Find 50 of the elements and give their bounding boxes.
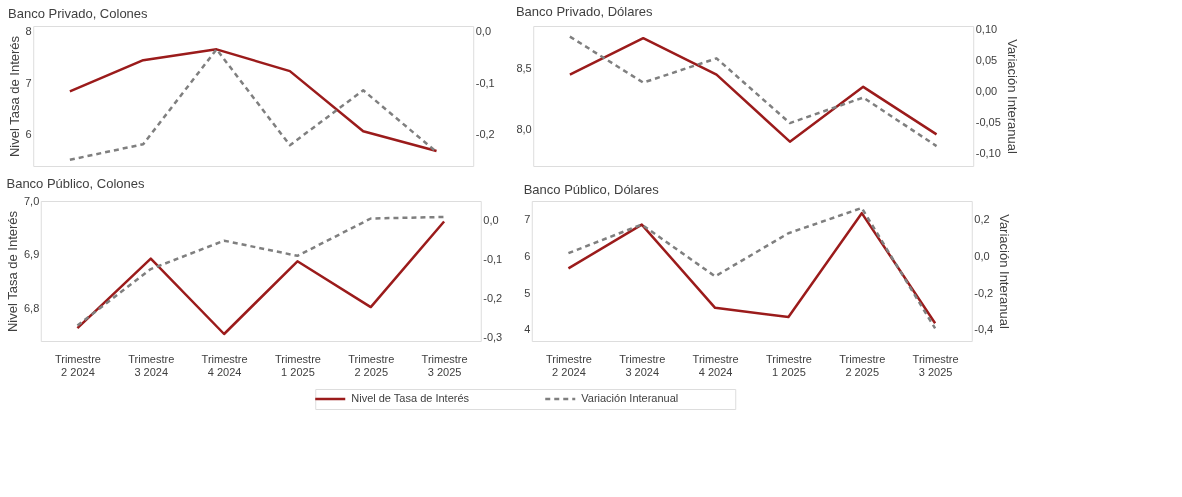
y-tick-label: 8,0 (516, 122, 532, 135)
y-tick-label: 6,8 (23, 302, 40, 315)
y2-tick-label: 0,0 (974, 249, 990, 262)
y-tick-label: 4 (524, 323, 531, 336)
y2-tick-label: -0,1 (483, 252, 503, 265)
x-tick-label: Trimestre 2 2024 (54, 352, 101, 378)
y-axis-title: Nivel Tasa de Interés (6, 35, 22, 158)
y2-tick-label: -0,2 (475, 128, 495, 141)
y2-tick-label: -0,4 (974, 323, 994, 336)
x-tick-label: Trimestre 3 2024 (619, 352, 666, 378)
x-tick-label: Trimestre 2 2025 (348, 352, 395, 378)
y-tick-label: 6 (25, 128, 32, 141)
chart-title: Banco Público, Colones (6, 176, 146, 191)
legend-label: Nivel de Tasa de Interés (351, 392, 470, 404)
y-axis-title: Nivel Tasa de Interés (4, 210, 20, 333)
legend-label: Variación Interanual (581, 392, 679, 404)
x-tick-label: Trimestre 1 2025 (274, 352, 321, 378)
x-tick-label: Trimestre 4 2024 (201, 352, 248, 378)
y2-axis-title: Variación Interanual (1004, 39, 1020, 154)
y-tick-label: 7 (524, 212, 531, 225)
y2-tick-label: -0,2 (483, 291, 503, 304)
y-tick-label: 7,0 (23, 194, 40, 207)
y-tick-label: 7 (25, 76, 32, 89)
x-tick-label: Trimestre 4 2024 (692, 352, 739, 378)
y2-tick-label: 0,2 (974, 212, 990, 225)
x-tick-label: Trimestre 3 2024 (128, 352, 175, 378)
y-tick-label: 8 (25, 24, 32, 37)
y-tick-label: 5 (524, 286, 531, 299)
y-tick-label: 6 (524, 249, 531, 262)
y2-tick-label: 0,0 (475, 24, 492, 37)
y2-tick-label: 0,0 (483, 213, 499, 226)
x-tick-label: Trimestre 2 2024 (545, 352, 592, 378)
y-tick-label: 6,9 (23, 248, 40, 261)
y-tick-label: 8,5 (516, 62, 532, 75)
y2-tick-label: -0,2 (974, 286, 994, 299)
y2-tick-label: 0,10 (975, 22, 998, 35)
y2-tick-label: 0,00 (975, 84, 998, 97)
chart-title: Banco Privado, Colones (8, 6, 149, 22)
y2-tick-label: -0,1 (475, 76, 495, 89)
x-tick-label: Trimestre 2 2025 (839, 352, 886, 378)
y2-tick-label: -0,3 (483, 330, 503, 343)
y2-tick-label: -0,05 (975, 115, 1001, 128)
y2-tick-label: 0,05 (975, 53, 998, 66)
chart-title: Banco Privado, Dólares (515, 4, 653, 20)
y2-tick-label: -0,10 (975, 147, 1001, 160)
x-tick-label: Trimestre 3 2025 (912, 352, 959, 378)
x-tick-label: Trimestre 1 2025 (765, 352, 812, 378)
y2-axis-title: Variación Interanual (997, 214, 1013, 329)
x-tick-label: Trimestre 3 2025 (421, 352, 468, 378)
chart-title: Banco Público, Dólares (523, 182, 660, 197)
